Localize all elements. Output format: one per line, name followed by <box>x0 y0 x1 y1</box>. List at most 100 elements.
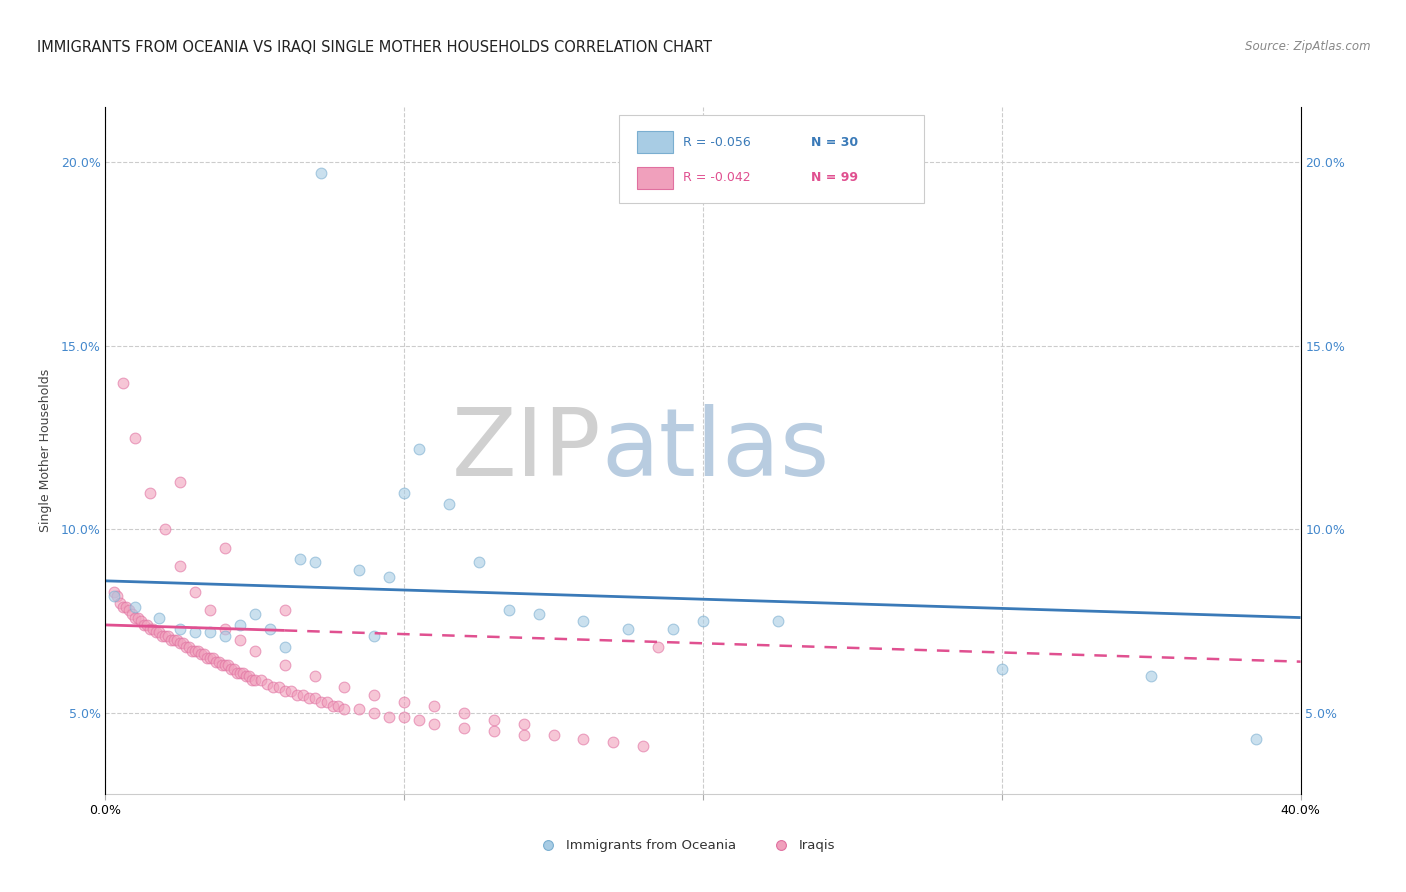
Point <box>468 556 491 570</box>
Point <box>169 636 191 650</box>
Point <box>692 614 714 628</box>
Point <box>647 640 669 654</box>
Point <box>229 665 252 680</box>
Point <box>315 695 337 709</box>
Text: R = -0.042: R = -0.042 <box>683 171 751 185</box>
Point <box>766 614 789 628</box>
Point <box>321 698 344 713</box>
Point <box>482 714 505 728</box>
Text: N = 30: N = 30 <box>810 136 858 149</box>
Point <box>160 632 183 647</box>
Point <box>184 643 207 657</box>
Point <box>394 485 416 500</box>
Point <box>363 688 385 702</box>
Point <box>285 688 308 702</box>
Point <box>214 541 236 555</box>
Point <box>214 622 236 636</box>
Point <box>262 681 284 695</box>
Point <box>217 658 239 673</box>
Point <box>112 599 135 614</box>
Point <box>250 673 273 687</box>
Point <box>229 618 252 632</box>
FancyBboxPatch shape <box>619 115 924 203</box>
Point <box>256 676 278 690</box>
Point <box>229 632 252 647</box>
Point <box>304 691 326 706</box>
Point <box>232 665 254 680</box>
Point <box>349 702 371 716</box>
Point <box>235 669 257 683</box>
Point <box>115 599 138 614</box>
Point <box>267 681 290 695</box>
Bar <box>637 167 673 189</box>
Point <box>309 695 332 709</box>
Point <box>617 622 640 636</box>
Point <box>298 691 321 706</box>
Point <box>1140 669 1163 683</box>
Point <box>205 655 228 669</box>
Point <box>498 603 520 617</box>
Point <box>139 485 162 500</box>
Point <box>423 717 446 731</box>
Point <box>280 684 302 698</box>
Point <box>240 673 263 687</box>
Point <box>193 648 215 662</box>
Point <box>187 643 209 657</box>
Point <box>110 596 132 610</box>
Text: ZIP: ZIP <box>451 404 602 497</box>
Point <box>437 497 460 511</box>
Text: IMMIGRANTS FROM OCEANIA VS IRAQI SINGLE MOTHER HOUSEHOLDS CORRELATION CHART: IMMIGRANTS FROM OCEANIA VS IRAQI SINGLE … <box>37 40 711 55</box>
Point <box>198 651 221 665</box>
Point <box>572 614 595 628</box>
Point <box>273 640 295 654</box>
Point <box>129 614 153 628</box>
Point <box>527 607 550 621</box>
Point <box>222 662 245 676</box>
Point <box>169 475 191 489</box>
Point <box>214 658 236 673</box>
Point <box>243 673 266 687</box>
Point <box>181 643 204 657</box>
Point <box>145 625 167 640</box>
Point <box>288 551 311 566</box>
Point <box>103 589 125 603</box>
Point <box>172 636 194 650</box>
Point <box>150 629 173 643</box>
Point <box>304 669 326 683</box>
Text: R = -0.056: R = -0.056 <box>683 136 751 149</box>
Y-axis label: Single Mother Households: Single Mother Households <box>39 368 52 533</box>
Point <box>134 618 156 632</box>
Point <box>155 523 177 537</box>
Point <box>124 610 146 624</box>
Point <box>184 585 207 599</box>
Point <box>112 376 135 390</box>
Point <box>333 681 356 695</box>
Point <box>394 695 416 709</box>
Point <box>513 717 536 731</box>
Point <box>118 603 141 617</box>
Point <box>195 651 218 665</box>
Point <box>169 559 191 574</box>
Point <box>572 731 595 746</box>
Point <box>363 706 385 720</box>
Point <box>139 622 162 636</box>
Point <box>328 698 350 713</box>
Point <box>662 622 685 636</box>
Text: Immigrants from Oceania: Immigrants from Oceania <box>565 838 735 852</box>
Point <box>482 724 505 739</box>
Text: Iraqis: Iraqis <box>799 838 835 852</box>
Point <box>349 563 371 577</box>
Point <box>219 662 242 676</box>
Point <box>304 556 326 570</box>
Point <box>363 629 385 643</box>
Point <box>378 570 401 584</box>
Point <box>273 684 295 698</box>
Point <box>394 710 416 724</box>
Point <box>259 622 281 636</box>
Point <box>453 721 475 735</box>
Point <box>107 589 129 603</box>
Point <box>214 629 236 643</box>
Point <box>124 599 146 614</box>
Point <box>142 622 165 636</box>
Point <box>198 603 221 617</box>
